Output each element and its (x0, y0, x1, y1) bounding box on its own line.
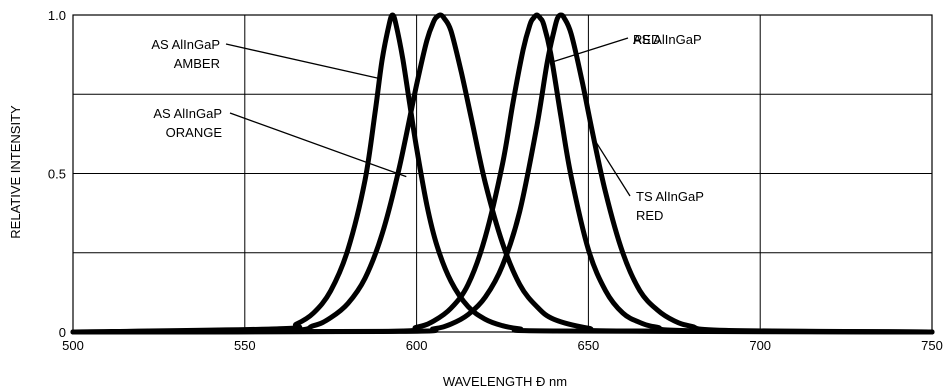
annotation-label: RED (636, 208, 663, 223)
y-tick-label: 1.0 (48, 8, 66, 23)
y-tick-label: 0 (59, 325, 66, 340)
annotation-4: TS AlInGaP RED (591, 135, 704, 223)
annotation-1: AS AlInGaP ORANGE (153, 106, 407, 178)
spectrum-curve-642 (70, 12, 935, 335)
annotation-leader-line (550, 37, 629, 64)
annotation-leader-line (591, 135, 631, 197)
annotation-label: AS AlInGaP (633, 32, 702, 47)
annotation-leader-line (229, 112, 407, 178)
annotation-label: AS AlInGaP (151, 37, 220, 52)
annotation-label: RED (633, 32, 660, 47)
x-axis-label: WAVELENGTH Ð nm (443, 374, 567, 389)
x-tick-label: 600 (406, 338, 428, 353)
x-tick-labels: 500 550 600 650 700 750 (62, 338, 943, 353)
annotation-label: ORANGE (166, 125, 223, 140)
plot-border (72, 14, 933, 333)
y-tick-label: 0.5 (48, 167, 66, 182)
x-tick-label: 550 (234, 338, 256, 353)
plot-frame (72, 14, 933, 333)
annotation-2: RED (550, 32, 660, 64)
x-tick-label: 750 (921, 338, 943, 353)
x-tick-label: 700 (749, 338, 771, 353)
spectrum-curve-607 (70, 12, 935, 335)
y-tick-labels: 0 0.5 1.0 (48, 8, 66, 340)
curves (70, 12, 935, 335)
annotation-leader-line (225, 43, 379, 80)
spectrum-curve-593 (70, 12, 935, 335)
spectrum-curve-635 (70, 12, 935, 335)
annotation-0: AS AlInGaP AMBER (151, 37, 379, 80)
annotation-label: AMBER (174, 56, 220, 71)
x-tick-label: 500 (62, 338, 84, 353)
annotation-label: TS AlInGaP (636, 189, 704, 204)
x-tick-label: 650 (578, 338, 600, 353)
annotation-label: AS AlInGaP (153, 106, 222, 121)
y-axis-label: RELATIVE INTENSITY (8, 105, 23, 239)
annotation-3: AS AlInGaP (633, 32, 702, 47)
